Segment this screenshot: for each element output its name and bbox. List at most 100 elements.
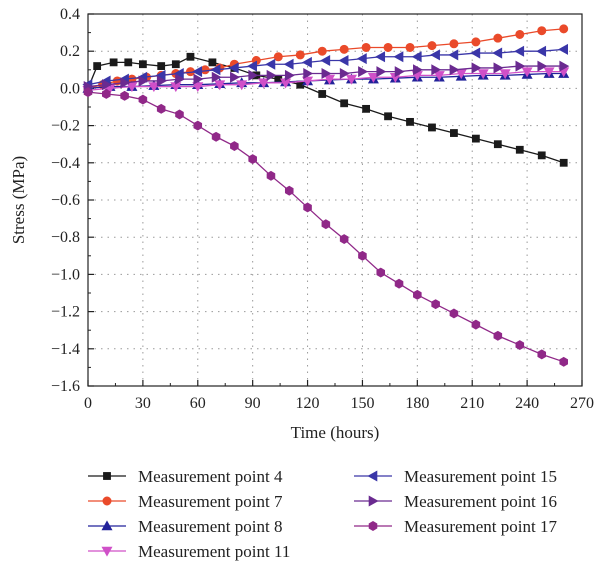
data-point	[432, 300, 440, 309]
series-7	[84, 88, 568, 367]
data-point	[412, 52, 421, 62]
data-point	[431, 50, 440, 60]
data-point	[450, 309, 458, 318]
y-tick-label: −0.8	[51, 229, 80, 246]
y-tick-label: −1.6	[51, 378, 80, 395]
data-point	[267, 171, 275, 180]
data-point	[248, 61, 257, 71]
legend-label: Measurement point 8	[138, 517, 282, 536]
data-point	[296, 51, 304, 59]
data-point	[340, 45, 348, 53]
data-point	[559, 44, 568, 54]
legend-item: Measurement point 8	[88, 517, 282, 536]
data-point	[284, 59, 293, 69]
legend-label: Measurement point 17	[404, 517, 557, 536]
data-point	[319, 90, 326, 97]
legend-item: Measurement point 11	[88, 542, 290, 561]
data-point	[471, 48, 480, 58]
y-tick-label: −1.0	[51, 266, 80, 283]
data-point	[516, 30, 524, 38]
x-tick-label: 30	[135, 395, 151, 412]
legend: Measurement point 4 Measurement point 7 Me…	[88, 467, 557, 561]
x-tick-label: 90	[245, 395, 261, 412]
data-point	[384, 113, 391, 120]
data-point	[450, 129, 457, 136]
data-point	[376, 52, 385, 62]
data-point	[266, 59, 275, 69]
data-point	[406, 118, 413, 125]
data-point	[377, 268, 385, 277]
data-point	[357, 54, 366, 64]
data-point	[172, 61, 179, 68]
data-point	[158, 62, 165, 69]
data-point	[102, 89, 110, 98]
data-point	[303, 57, 312, 67]
data-point	[84, 88, 92, 97]
y-tick-label: −0.4	[51, 155, 80, 172]
legend-item: Measurement point 15	[354, 467, 557, 486]
data-point	[274, 53, 282, 61]
data-point	[209, 59, 216, 66]
data-point	[318, 47, 326, 55]
y-tick-label: −1.4	[51, 341, 80, 358]
x-tick-label: 150	[350, 395, 374, 412]
legend-marker	[369, 521, 377, 530]
legend-item: Measurement point 16	[354, 492, 557, 511]
data-point	[249, 154, 257, 163]
data-point	[406, 43, 414, 51]
data-point	[560, 357, 568, 366]
data-point	[339, 56, 348, 66]
legend-label: Measurement point 4	[138, 467, 283, 486]
data-point	[110, 59, 117, 66]
data-point	[538, 27, 546, 35]
data-point	[230, 141, 238, 150]
legend-label: Measurement point 11	[138, 542, 290, 561]
data-point	[157, 104, 165, 113]
data-point	[560, 25, 568, 33]
y-tick-label: −0.2	[51, 118, 80, 135]
data-point	[560, 159, 567, 166]
legend-label: Measurement point 7	[138, 492, 283, 511]
data-point	[428, 41, 436, 49]
data-point	[139, 95, 147, 104]
data-point	[194, 121, 202, 130]
data-point	[494, 34, 502, 42]
x-tick-label: 120	[296, 395, 320, 412]
y-tick-label: 0.0	[60, 80, 80, 97]
y-tick-label: −0.6	[51, 192, 80, 209]
data-point	[428, 124, 435, 131]
data-point	[341, 100, 348, 107]
data-point	[538, 152, 545, 159]
data-point	[358, 251, 366, 260]
x-tick-label: 240	[515, 395, 539, 412]
legend-item: Measurement point 7	[88, 492, 283, 511]
legend-marker	[103, 497, 111, 505]
data-point	[450, 40, 458, 48]
data-point	[515, 46, 524, 56]
legend-item: Measurement point 17	[354, 517, 557, 536]
data-point	[187, 53, 194, 60]
y-tick-label: −1.2	[51, 304, 80, 321]
data-point	[538, 350, 546, 359]
legend-marker	[368, 471, 377, 481]
data-point	[413, 290, 421, 299]
legend-label: Measurement point 15	[404, 467, 557, 486]
x-tick-label: 0	[84, 395, 92, 412]
data-point	[362, 43, 370, 51]
data-point	[176, 110, 184, 119]
data-point	[139, 61, 146, 68]
legend-item: Measurement point 4	[88, 467, 283, 486]
data-point	[395, 279, 403, 288]
data-point	[384, 43, 392, 51]
data-point	[516, 340, 524, 349]
data-point	[494, 331, 502, 340]
data-point	[493, 48, 502, 58]
data-point	[340, 234, 348, 243]
legend-marker	[103, 472, 110, 479]
data-point	[494, 141, 501, 148]
x-tick-label: 180	[405, 395, 429, 412]
data-point	[537, 46, 546, 56]
data-point	[516, 146, 523, 153]
data-point	[377, 67, 386, 77]
